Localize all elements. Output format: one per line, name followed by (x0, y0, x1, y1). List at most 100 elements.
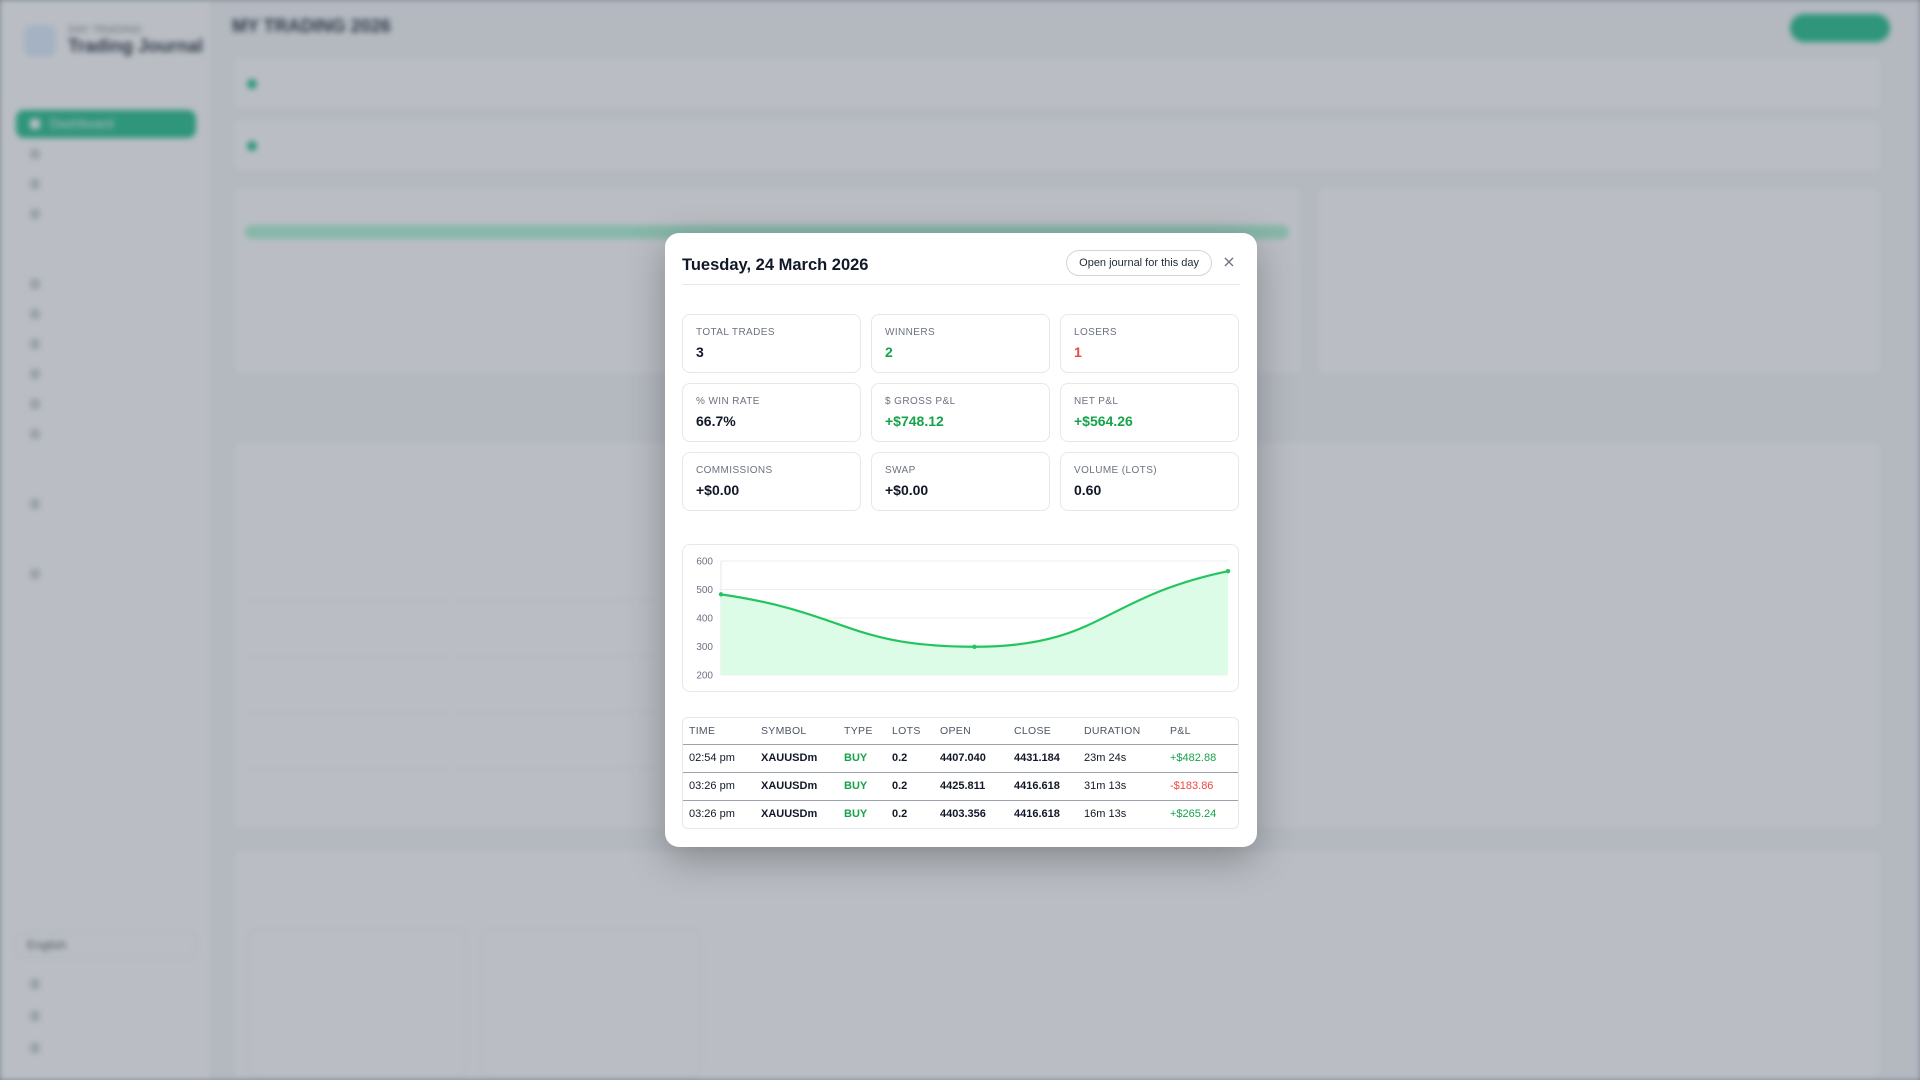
equity-chart-svg: 200 300 400 500 600 (696, 557, 1231, 682)
cell-open: 4403.356 (940, 808, 986, 821)
account-row[interactable] (232, 118, 1882, 172)
account-mini-card[interactable] (247, 929, 467, 1079)
cell-open: 4425.811 (934, 772, 1008, 801)
page-title: MY TRADING 2026 (232, 16, 391, 36)
sidebar-item[interactable] (16, 140, 196, 168)
col-close: CLOSE (1008, 718, 1078, 745)
calendar-cell[interactable] (247, 551, 447, 601)
col-symbol: SYMBOL (755, 718, 838, 745)
open-journal-button[interactable]: Open journal for this day (1066, 250, 1212, 276)
sidebar-item-dashboard[interactable]: Dashboard (16, 110, 196, 138)
sidebar-item[interactable] (16, 1002, 196, 1030)
cell-time: 03:26 pm (683, 772, 755, 801)
sidebar-item[interactable] (16, 1034, 196, 1062)
cell-lots: 0.2 (886, 744, 934, 773)
stat-value: 1 (1074, 344, 1082, 360)
data-point[interactable] (1225, 568, 1231, 574)
calendar-cell[interactable] (457, 719, 657, 769)
data-point[interactable] (972, 644, 977, 649)
day-detail-modal: Tuesday, 24 March 2026 Open journal for … (665, 233, 1257, 847)
sidebar-item[interactable] (16, 170, 196, 198)
y-tick-label: 200 (696, 671, 713, 682)
account-mini-card[interactable] (481, 929, 701, 1079)
sidebar: DAY TRADING Trading Journal Dashboard En… (0, 0, 212, 1080)
cell-close: 4431.184 (1008, 744, 1078, 773)
stat-label: WINNERS (885, 327, 936, 338)
accounts-card (232, 848, 1882, 1080)
table-row[interactable]: 02:54 pm XAUUSDm BUY 0.2 4407.040 4431.1… (683, 744, 1238, 773)
table-row[interactable]: 03:26 pm XAUUSDm BUY 0.2 4425.811 4416.6… (683, 772, 1238, 801)
brand-logo-icon (24, 24, 56, 57)
close-icon[interactable]: × (1218, 251, 1240, 273)
stat-label: SWAP (885, 465, 916, 476)
trades-table: TIME SYMBOL TYPE LOTS OPEN CLOSE DURATIO… (682, 717, 1239, 829)
stat-volume: VOLUME (LOTS) 0.60 (1060, 452, 1239, 511)
sidebar-item[interactable] (16, 970, 196, 998)
brand-name: Trading Journal (68, 36, 204, 56)
col-pnl: P&L (1164, 718, 1238, 745)
calendar-cell[interactable] (247, 607, 447, 657)
stat-total-trades: TOTAL TRADES 3 (682, 314, 861, 373)
cell-symbol: XAUUSDm (755, 772, 838, 801)
cell-lots: 0.2 (892, 808, 908, 821)
stat-label: % WIN RATE (696, 396, 760, 407)
stat-label: VOLUME (LOTS) (1074, 465, 1157, 476)
stat-commissions: COMMISSIONS +$0.00 (682, 452, 861, 511)
stats-grid: TOTAL TRADES 3 WINNERS 2 LOSERS 1 % WIN … (682, 314, 1239, 511)
sidebar-item[interactable] (16, 420, 196, 448)
data-point[interactable] (718, 592, 724, 597)
sidebar-item[interactable] (16, 360, 196, 388)
stat-label: COMMISSIONS (696, 465, 773, 476)
stat-label: LOSERS (1074, 327, 1117, 338)
stat-value: +$748.12 (885, 413, 944, 429)
cell-type: BUY (838, 772, 886, 801)
stat-win-rate: % WIN RATE 66.7% (682, 383, 861, 442)
equity-chart: 200 300 400 500 600 (682, 544, 1239, 692)
cell-type: BUY (844, 808, 868, 821)
stat-value: 0.60 (1074, 482, 1102, 498)
sidebar-item[interactable] (16, 300, 196, 328)
calendar-cell[interactable] (457, 551, 657, 601)
brand-sub: DAY TRADING (68, 24, 142, 36)
cell-pnl: -$183.86 (1164, 772, 1238, 801)
sidebar-item[interactable] (16, 200, 196, 228)
cell-time: 02:54 pm (683, 744, 755, 773)
cell-close: 4416.618 (1014, 808, 1060, 821)
stat-label: NET P&L (1074, 396, 1119, 407)
col-open: OPEN (934, 718, 1008, 745)
stat-swap: SWAP +$0.00 (871, 452, 1050, 511)
stat-value: 3 (696, 344, 704, 360)
language-select[interactable]: English (16, 932, 196, 958)
cell-type: BUY (838, 744, 886, 773)
sidebar-item[interactable] (16, 390, 196, 418)
stat-winners: WINNERS 2 (871, 314, 1050, 373)
modal-header: Tuesday, 24 March 2026 Open journal for … (682, 247, 1240, 285)
stat-value: +$0.00 (696, 482, 740, 498)
cell-time: 03:26 pm (689, 808, 735, 821)
table-header-row: TIME SYMBOL TYPE LOTS OPEN CLOSE DURATIO… (683, 718, 1238, 745)
stat-value: 66.7% (696, 413, 736, 429)
calendar-cell[interactable] (457, 663, 657, 713)
account-row[interactable] (232, 56, 1882, 110)
sidebar-item[interactable] (16, 490, 196, 518)
table-row[interactable]: 03:26 pm XAUUSDm BUY 0.2 4403.356 4416.6… (683, 800, 1238, 828)
cell-duration: 23m 24s (1078, 744, 1164, 773)
cell-open: 4407.040 (934, 744, 1008, 773)
sidebar-item[interactable] (16, 270, 196, 298)
sidebar-item[interactable] (16, 560, 196, 588)
stat-losers: LOSERS 1 (1060, 314, 1239, 373)
col-lots: LOTS (886, 718, 934, 745)
stat-gross-pnl: $ GROSS P&L +$748.12 (871, 383, 1050, 442)
y-tick-label: 300 (696, 642, 713, 653)
calendar-cell[interactable] (247, 663, 447, 713)
cell-close: 4416.618 (1008, 772, 1078, 801)
stat-value: 2 (885, 344, 893, 360)
calendar-cell[interactable] (457, 607, 657, 657)
top-action-button[interactable] (1790, 14, 1890, 42)
cell-lots: 0.2 (886, 772, 934, 801)
sidebar-item[interactable] (16, 330, 196, 358)
col-duration: DURATION (1078, 718, 1164, 745)
y-tick-label: 500 (696, 585, 713, 596)
calendar-cell[interactable] (247, 719, 447, 769)
stat-label: TOTAL TRADES (696, 327, 775, 338)
